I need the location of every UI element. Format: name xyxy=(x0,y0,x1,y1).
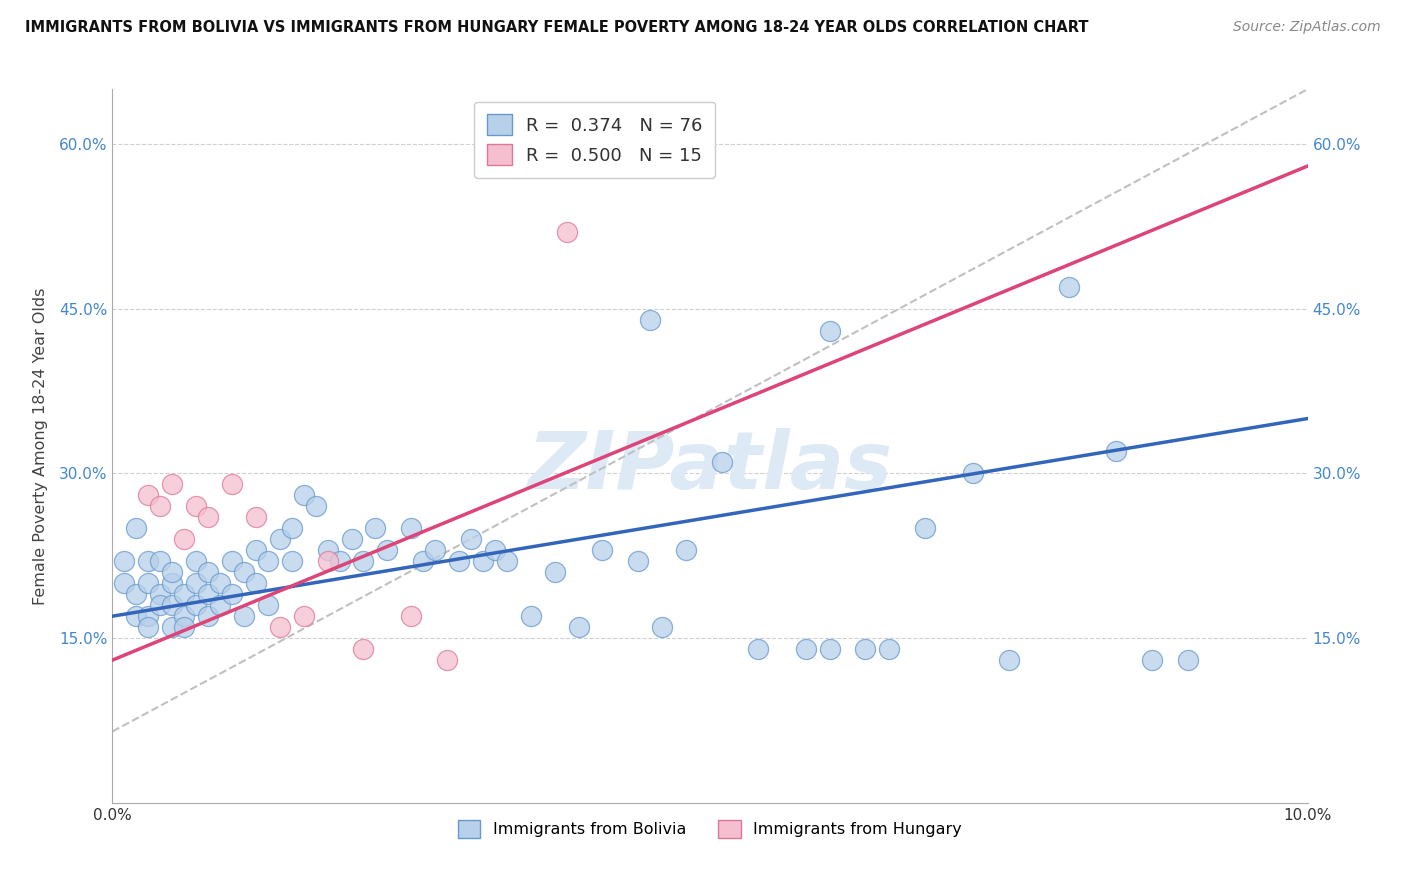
Point xyxy=(640,312,662,326)
Point xyxy=(125,587,148,601)
Point xyxy=(186,554,208,568)
Legend: Immigrants from Bolivia, Immigrants from Hungary: Immigrants from Bolivia, Immigrants from… xyxy=(451,814,969,845)
Point xyxy=(269,620,291,634)
Point xyxy=(138,576,160,591)
Point xyxy=(998,653,1021,667)
Point xyxy=(377,543,399,558)
Point xyxy=(879,642,901,657)
Point xyxy=(209,598,232,612)
Point xyxy=(364,521,387,535)
Point xyxy=(316,543,339,558)
Point xyxy=(1105,444,1128,458)
Point xyxy=(221,587,243,601)
Point xyxy=(125,521,148,535)
Point xyxy=(436,653,458,667)
Point xyxy=(292,488,315,502)
Point xyxy=(245,510,267,524)
Point xyxy=(245,576,267,591)
Point xyxy=(138,488,160,502)
Point xyxy=(794,642,817,657)
Point xyxy=(221,477,243,491)
Point xyxy=(233,566,256,580)
Point xyxy=(162,566,183,580)
Point xyxy=(484,543,506,558)
Point xyxy=(472,554,495,568)
Point xyxy=(149,587,172,601)
Point xyxy=(149,500,172,514)
Point xyxy=(281,554,304,568)
Point xyxy=(173,587,195,601)
Point xyxy=(1057,280,1080,294)
Point xyxy=(520,609,543,624)
Point xyxy=(173,609,195,624)
Point xyxy=(257,598,280,612)
Point xyxy=(449,554,471,568)
Point xyxy=(329,554,352,568)
Point xyxy=(555,225,578,239)
Point xyxy=(412,554,434,568)
Point xyxy=(568,620,591,634)
Point xyxy=(138,609,160,624)
Point xyxy=(340,533,363,547)
Point xyxy=(162,620,183,634)
Point xyxy=(460,533,482,547)
Point xyxy=(627,554,650,568)
Point xyxy=(353,642,375,657)
Y-axis label: Female Poverty Among 18-24 Year Olds: Female Poverty Among 18-24 Year Olds xyxy=(32,287,48,605)
Point xyxy=(401,521,423,535)
Point xyxy=(711,455,734,469)
Point xyxy=(675,543,697,558)
Point xyxy=(173,533,195,547)
Point xyxy=(651,620,673,634)
Point xyxy=(138,620,160,634)
Point xyxy=(281,521,304,535)
Text: Source: ZipAtlas.com: Source: ZipAtlas.com xyxy=(1233,20,1381,34)
Point xyxy=(305,500,328,514)
Point xyxy=(149,554,172,568)
Point xyxy=(245,543,267,558)
Point xyxy=(186,576,208,591)
Point xyxy=(221,554,243,568)
Point xyxy=(257,554,280,568)
Point xyxy=(197,587,219,601)
Point xyxy=(1142,653,1164,667)
Point xyxy=(162,598,183,612)
Point xyxy=(186,598,208,612)
Point xyxy=(747,642,769,657)
Point xyxy=(173,620,195,634)
Text: ZIPatlas: ZIPatlas xyxy=(527,428,893,507)
Point xyxy=(269,533,291,547)
Point xyxy=(543,566,565,580)
Point xyxy=(496,554,519,568)
Point xyxy=(186,500,208,514)
Point xyxy=(162,576,183,591)
Point xyxy=(855,642,877,657)
Point xyxy=(818,642,841,657)
Point xyxy=(138,554,160,568)
Point xyxy=(292,609,315,624)
Point xyxy=(162,477,183,491)
Text: IMMIGRANTS FROM BOLIVIA VS IMMIGRANTS FROM HUNGARY FEMALE POVERTY AMONG 18-24 YE: IMMIGRANTS FROM BOLIVIA VS IMMIGRANTS FR… xyxy=(25,20,1088,35)
Point xyxy=(1177,653,1199,667)
Point xyxy=(818,324,841,338)
Point xyxy=(197,609,219,624)
Point xyxy=(114,554,135,568)
Point xyxy=(316,554,339,568)
Point xyxy=(197,510,219,524)
Point xyxy=(962,467,984,481)
Point xyxy=(233,609,256,624)
Point xyxy=(197,566,219,580)
Point xyxy=(114,576,135,591)
Point xyxy=(209,576,232,591)
Point xyxy=(353,554,375,568)
Point xyxy=(125,609,148,624)
Point xyxy=(401,609,423,624)
Point xyxy=(425,543,447,558)
Point xyxy=(149,598,172,612)
Point xyxy=(592,543,614,558)
Point xyxy=(914,521,936,535)
